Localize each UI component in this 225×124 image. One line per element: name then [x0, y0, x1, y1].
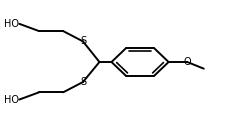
- Text: S: S: [80, 77, 86, 87]
- Text: O: O: [183, 57, 190, 67]
- Text: HO: HO: [4, 19, 19, 29]
- Text: S: S: [80, 36, 86, 46]
- Text: HO: HO: [4, 95, 19, 105]
